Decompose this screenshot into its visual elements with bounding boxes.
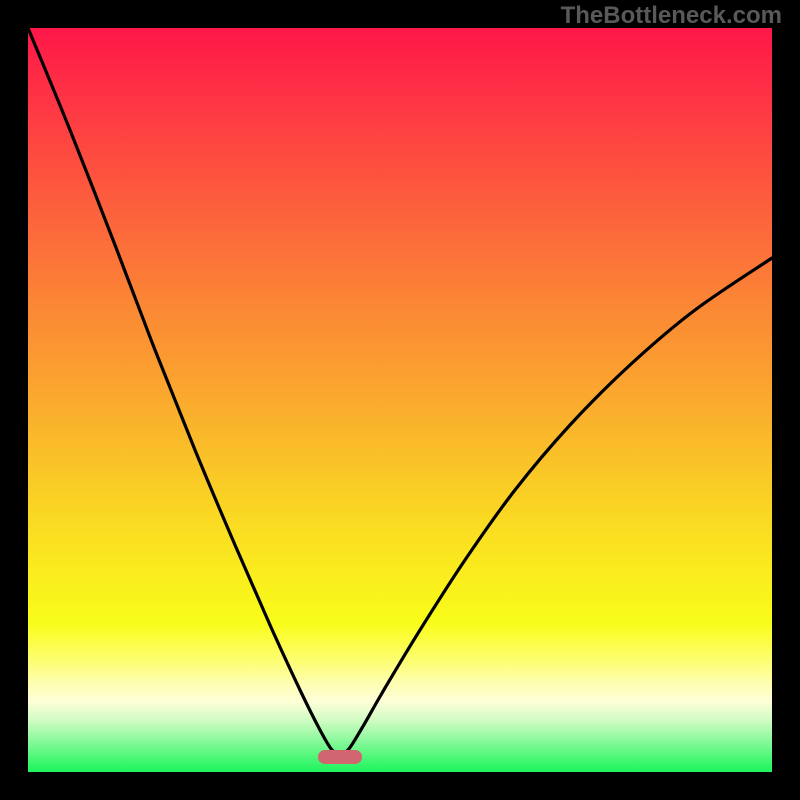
watermark-text: TheBottleneck.com [561, 2, 782, 30]
min-indicator-marker [318, 750, 362, 764]
gradient-plot-area [28, 28, 772, 772]
